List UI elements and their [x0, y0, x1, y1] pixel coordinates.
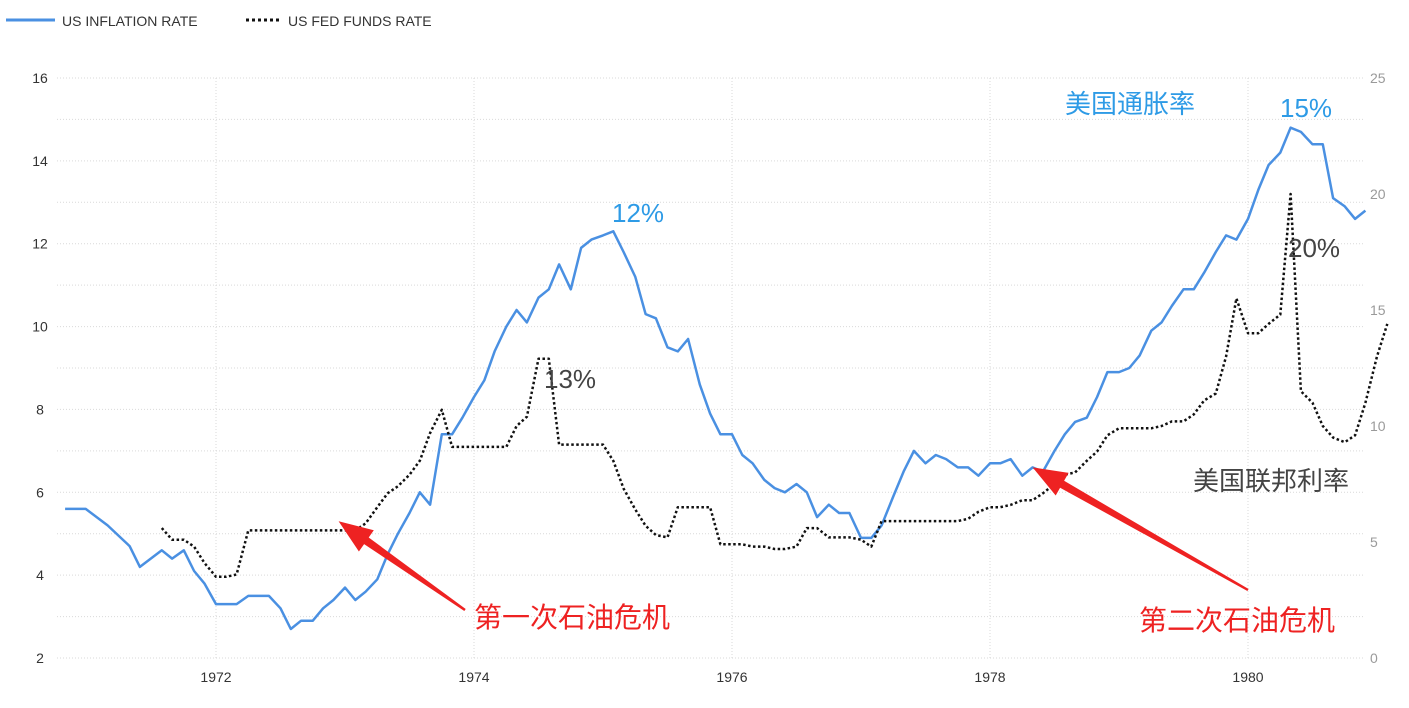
- y-right-tick-label: 5: [1370, 534, 1378, 550]
- annotation-second-oil-crisis: 第二次石油危机: [1139, 605, 1335, 636]
- x-tick-label: 1978: [974, 669, 1005, 685]
- y-right-tick-label: 0: [1370, 650, 1378, 666]
- series-layer: [65, 126, 1389, 631]
- annotation-first-oil-crisis: 第一次石油危机: [474, 602, 670, 633]
- y-left-tick-label: 2: [36, 650, 44, 666]
- annotation-12pct: 12%: [612, 198, 664, 228]
- y-left-tick-label: 4: [36, 567, 44, 583]
- x-tick-label: 1980: [1232, 669, 1263, 685]
- annotation-13pct: 13%: [544, 364, 596, 394]
- arrow-second-oil-crisis: [1032, 467, 1249, 591]
- legend-label-inflation: US INFLATION RATE: [62, 13, 198, 29]
- y-axis-left: 2 4 6 8 10 12 14 16: [32, 70, 48, 666]
- annotation-us-fed-rate: 美国联邦利率: [1193, 466, 1349, 496]
- y-right-tick-label: 25: [1370, 70, 1386, 86]
- arrow-first-oil-crisis: [338, 521, 466, 611]
- series-line-fedfunds: [160, 192, 1389, 579]
- x-axis: 1972 1974 1976 1978 1980: [200, 669, 1263, 685]
- annotation-us-inflation: 美国通胀率: [1065, 89, 1195, 119]
- arrows-layer: [338, 467, 1249, 611]
- y-axis-right: 0 5 10 15 20 25: [1370, 70, 1386, 666]
- y-right-tick-label: 10: [1370, 418, 1386, 434]
- y-left-tick-label: 6: [36, 484, 44, 500]
- legend-label-fedfunds: US FED FUNDS RATE: [288, 13, 432, 29]
- y-left-tick-label: 10: [32, 319, 48, 335]
- y-right-tick-label: 20: [1370, 186, 1386, 202]
- y-left-tick-label: 16: [32, 70, 48, 86]
- series-line-inflation: [65, 126, 1367, 631]
- annotation-20pct: 20%: [1288, 233, 1340, 263]
- y-left-tick-label: 14: [32, 153, 48, 169]
- y-left-tick-label: 12: [32, 236, 48, 252]
- annotations: 12% 15% 美国通胀率 13% 20% 美国联邦利率 第一次石油危机 第二次…: [474, 89, 1349, 636]
- x-tick-label: 1976: [716, 669, 747, 685]
- y-left-tick-label: 8: [36, 401, 44, 417]
- x-tick-label: 1974: [458, 669, 489, 685]
- gridlines: [57, 77, 1365, 659]
- legend: US INFLATION RATE US FED FUNDS RATE: [6, 13, 432, 29]
- annotation-15pct: 15%: [1280, 93, 1332, 123]
- y-right-tick-label: 15: [1370, 302, 1386, 318]
- x-tick-label: 1972: [200, 669, 231, 685]
